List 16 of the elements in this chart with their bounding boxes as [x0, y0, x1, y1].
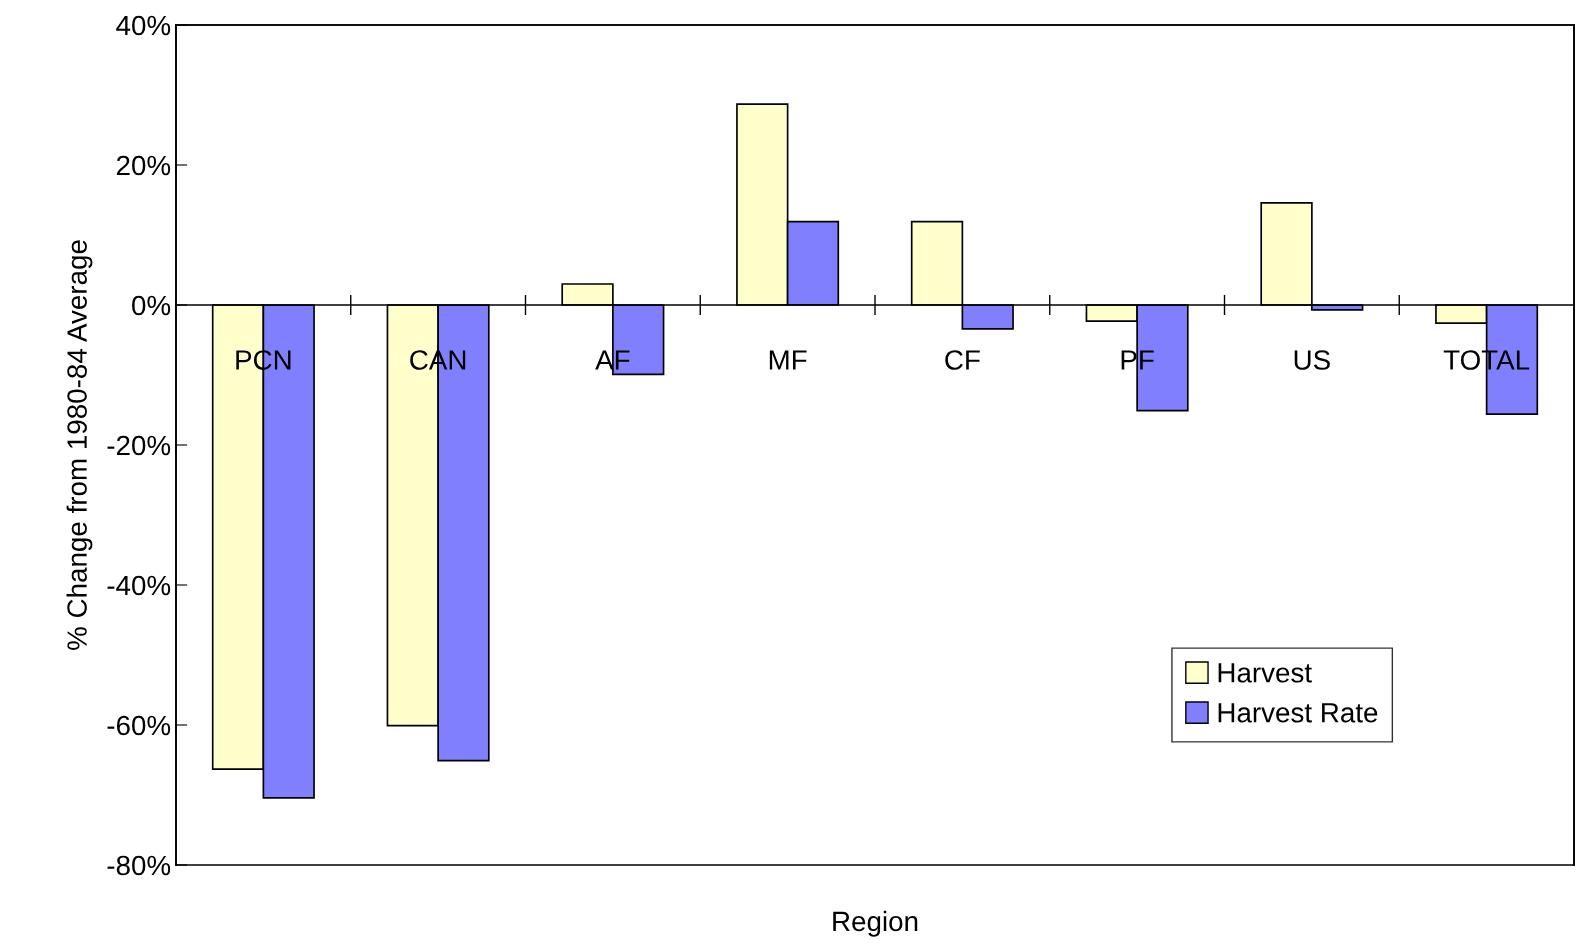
legend-label: Harvest [1218, 663, 1312, 683]
legend-label: Harvest Rate [1218, 703, 1378, 723]
y-tick-label: 20% [116, 155, 171, 176]
x-tick-label: CAN [410, 350, 466, 370]
x-tick-label: US [1294, 350, 1330, 370]
y-tick-label: 40% [116, 15, 171, 36]
x-tick-label: PCN [236, 350, 291, 370]
x-tick-label: MF [769, 350, 807, 370]
x-tick-label: CF [945, 350, 980, 370]
y-tick-label: -40% [107, 575, 171, 596]
y-axis-title: % Change from 1980-84 Average [66, 240, 93, 650]
y-tick-label: -20% [107, 435, 171, 456]
y-tick-label: -80% [107, 855, 171, 876]
y-tick-label: -60% [107, 715, 171, 736]
x-axis-title: Region [833, 910, 918, 937]
y-tick-label: 0% [132, 295, 171, 316]
